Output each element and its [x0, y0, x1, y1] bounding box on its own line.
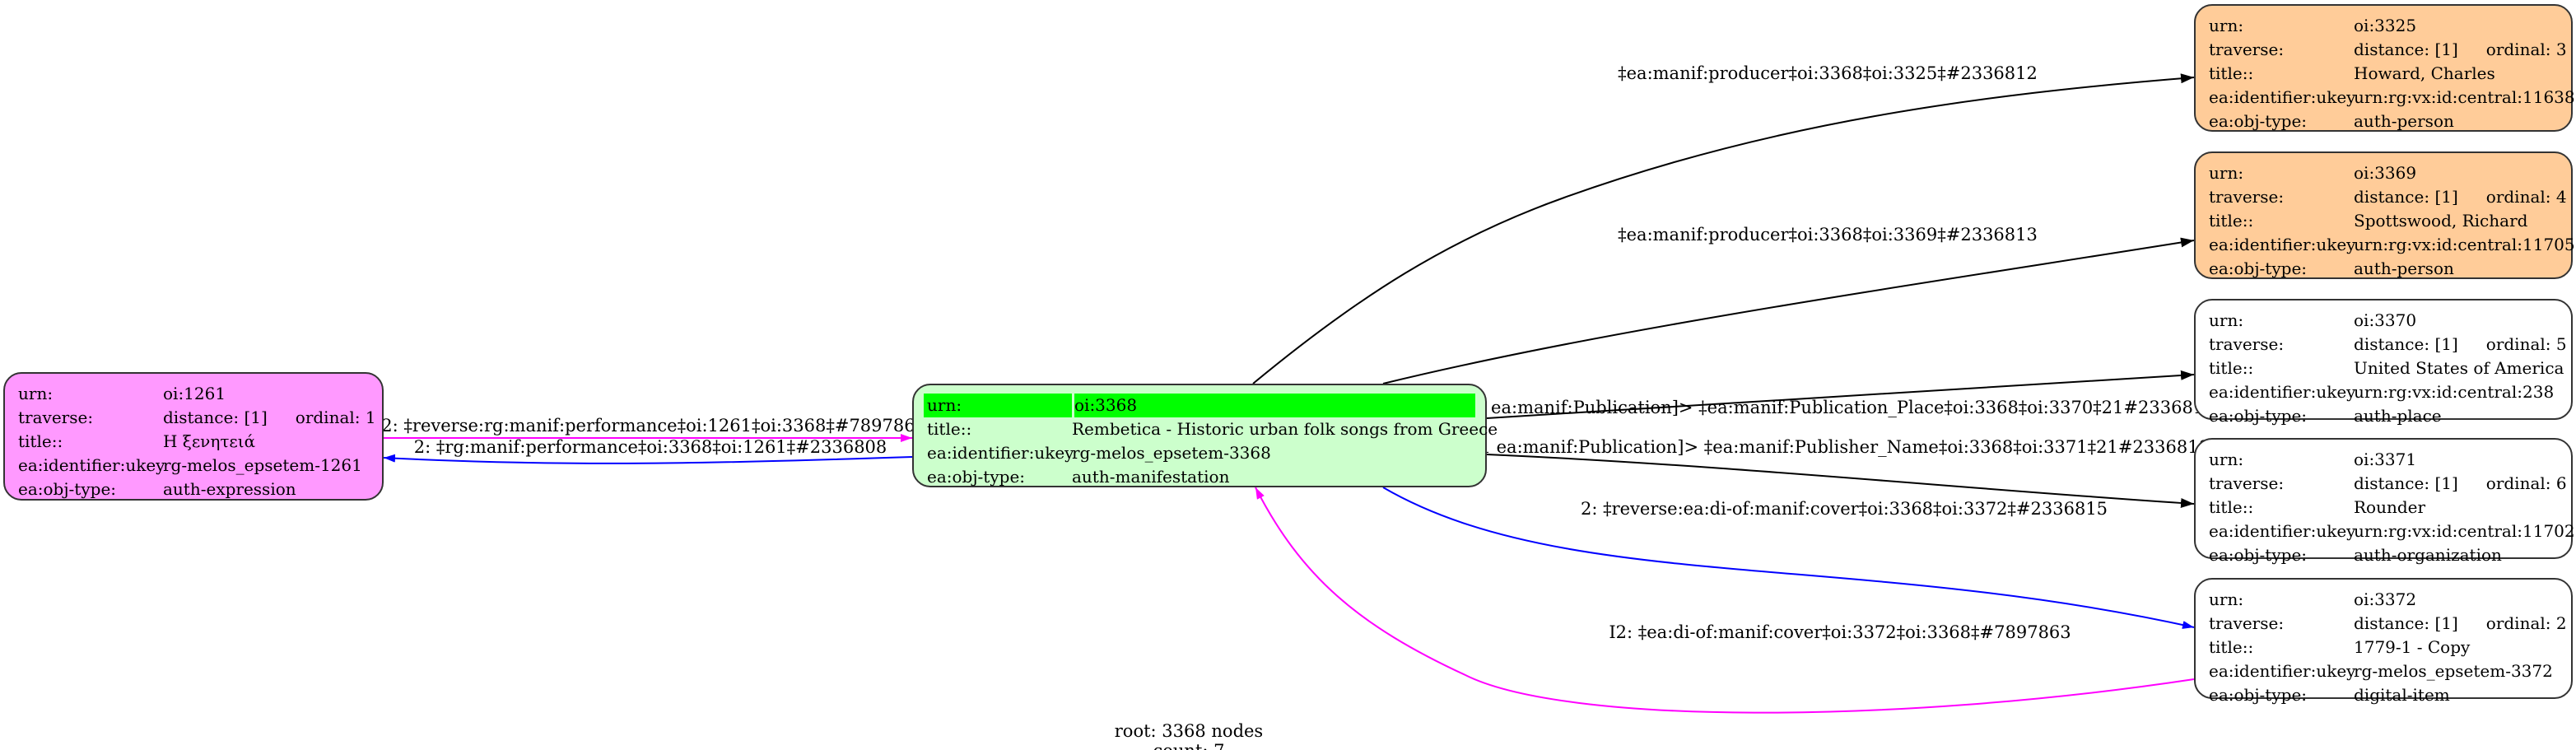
value-urn: oi:1261 [163, 384, 226, 403]
label-ukey: ea:identifier:ukey [2209, 521, 2356, 541]
node-oi-3325[interactable]: urn: oi:3325 traverse: distance: [1] ordina… [2194, 4, 2575, 132]
label-traverse: traverse: [2209, 473, 2285, 493]
label-title: title:: [2209, 497, 2254, 517]
value-ukey: rg-melos_epsetem-3372 [2354, 661, 2553, 681]
value-title: Rembetica - Historic urban folk songs fr… [1072, 419, 1498, 439]
value-ordinal: ordinal: 1 [295, 408, 376, 427]
edge-3368-to-3325 [1252, 73, 2195, 384]
value-ukey: urn:rg:vx:id:central:11702 [2354, 521, 2575, 541]
value-objtype: auth-person [2354, 259, 2454, 278]
value-title: Howard, Charles [2354, 63, 2495, 83]
edge-3372-to-3368 [1255, 487, 2195, 714]
value-urn: oi:3372 [2354, 589, 2417, 609]
label-objtype: ea:obj-type: [18, 479, 117, 499]
edge-3368-to-3370 [1486, 370, 2195, 419]
value-urn: oi:3370 [2354, 310, 2417, 330]
edge-3368-to-1261 [383, 454, 913, 464]
value-objtype: auth-manifestation [1072, 467, 1230, 487]
edge-label-3368-to-3370: [21 ea:manif:Publication]> ‡ea:manif:Pub… [1456, 398, 2215, 417]
label-ukey: ea:identifier:ukey [2209, 382, 2356, 402]
label-ukey: ea:identifier:ukey [2209, 87, 2356, 107]
value-distance: distance: [1] [2354, 613, 2458, 633]
value-distance: distance: [1] [2354, 40, 2458, 59]
label-ukey: ea:identifier:ukey [927, 443, 1074, 463]
value-title: Η ξενητειά [163, 431, 256, 451]
value-distance: distance: [1] [2354, 334, 2458, 354]
edge-label-3368-to-3325: ‡ea:manif:producer‡oi:3368‡oi:3325‡#2336… [1618, 63, 2038, 83]
value-distance: distance: [1] [163, 408, 268, 427]
label-objtype: ea:obj-type: [2209, 111, 2308, 131]
label-objtype: ea:obj-type: [2209, 259, 2308, 278]
edge-label-3368-to-3372: 2: ‡reverse:ea:di-of:manif:cover‡oi:3368… [1581, 499, 2108, 519]
label-traverse: traverse: [2209, 187, 2285, 207]
edge-label-3368-to-1261: 2: ‡rg:manif:performance‡oi:3368‡oi:1261… [414, 437, 887, 457]
node-oi-3372[interactable]: urn: oi:3372 traverse: distance: [1] ordina… [2194, 578, 2573, 705]
value-ordinal: ordinal: 2 [2485, 613, 2567, 633]
edge-label-3368-to-3369: ‡ea:manif:producer‡oi:3368‡oi:3369‡#2336… [1618, 225, 2038, 245]
value-title: Spottswood, Richard [2354, 211, 2528, 231]
value-ordinal: ordinal: 3 [2485, 40, 2567, 59]
value-ukey: rg-melos_epsetem-3368 [1072, 443, 1271, 463]
node-oi-3369[interactable]: urn: oi:3369 traverse: distance: [1] ordina… [2194, 151, 2575, 279]
value-title: Rounder [2354, 497, 2426, 517]
value-ordinal: ordinal: 4 [2485, 187, 2567, 207]
value-objtype: digital-item [2354, 685, 2450, 705]
label-title: title:: [927, 419, 972, 439]
value-urn: oi:3368 [1074, 394, 1475, 417]
graph-caption: root: 3368 nodes count: 7 [1114, 721, 1264, 750]
label-urn: urn: [924, 394, 1072, 417]
value-ukey: urn:rg:vx:id:central:11705 [2354, 235, 2575, 254]
value-urn: oi:3369 [2354, 163, 2417, 183]
value-objtype: auth-person [2354, 111, 2454, 131]
value-urn: oi:3325 [2354, 16, 2417, 35]
edge-3368-to-3369 [1382, 237, 2195, 384]
value-title: 1779-1 - Copy [2354, 637, 2471, 657]
node-oi-3368-root[interactable]: urn: oi:3368 title:: Rembetica - Historic … [912, 384, 1498, 487]
value-ordinal: ordinal: 6 [2485, 473, 2567, 493]
value-objtype: auth-place [2354, 406, 2442, 426]
node-oi-3371[interactable]: urn: oi:3371 traverse: distance: [1] ordina… [2194, 438, 2575, 565]
value-objtype: auth-organization [2354, 545, 2502, 565]
label-urn: urn: [18, 384, 54, 403]
value-distance: distance: [1] [2354, 187, 2458, 207]
node-oi-1261[interactable]: urn: oi:1261 traverse: distance: [1] ordina… [3, 372, 384, 501]
label-objtype: ea:obj-type: [2209, 406, 2308, 426]
label-traverse: traverse: [2209, 40, 2285, 59]
value-ukey: urn:rg:vx:id:central:238 [2354, 382, 2555, 402]
label-title: title:: [2209, 63, 2254, 83]
label-traverse: traverse: [2209, 334, 2285, 354]
value-objtype: auth-expression [163, 479, 296, 499]
edge-3368-to-3372 [1382, 487, 2195, 629]
label-title: title:: [2209, 358, 2254, 378]
edge-label-1261-to-3368: I2: ‡reverse:rg:manif:performance‡oi:126… [375, 416, 926, 436]
label-objtype: ea:obj-type: [2209, 545, 2308, 565]
label-ukey: ea:identifier:ukey [18, 455, 165, 475]
value-ordinal: ordinal: 5 [2485, 334, 2567, 354]
value-distance: distance: [1] [2354, 473, 2458, 493]
label-traverse: traverse: [18, 408, 94, 427]
node-oi-3370[interactable]: urn: oi:3370 traverse: distance: [1] ordina… [2194, 299, 2573, 426]
label-objtype: ea:obj-type: [927, 467, 1026, 487]
edge-label-3368-to-3371: [21 ea:manif:Publication]> ‡ea:manif:Pub… [1462, 437, 2210, 457]
label-traverse: traverse: [2209, 613, 2285, 633]
label-urn: urn: [2209, 16, 2244, 35]
label-ukey: ea:identifier:ukey [2209, 235, 2356, 254]
label-title: title:: [18, 431, 63, 451]
label-urn: urn: [2209, 163, 2244, 183]
value-title: United States of America [2354, 358, 2564, 378]
label-objtype: ea:obj-type: [2209, 685, 2308, 705]
label-urn: urn: [2209, 450, 2244, 469]
edge-label-3372-to-3368: I2: ‡ea:di-of:manif:cover‡oi:3372‡oi:336… [1609, 622, 2071, 642]
value-ukey: rg-melos_epsetem-1261 [163, 455, 362, 475]
label-title: title:: [2209, 211, 2254, 231]
label-urn: urn: [2209, 310, 2244, 330]
label-urn: urn: [2209, 589, 2244, 609]
value-ukey: urn:rg:vx:id:central:11638 [2354, 87, 2575, 107]
edge-3368-to-3371 [1486, 454, 2195, 508]
label-ukey: ea:identifier:ukey [2209, 661, 2356, 681]
value-urn: oi:3371 [2354, 450, 2417, 469]
label-title: title:: [2209, 637, 2254, 657]
